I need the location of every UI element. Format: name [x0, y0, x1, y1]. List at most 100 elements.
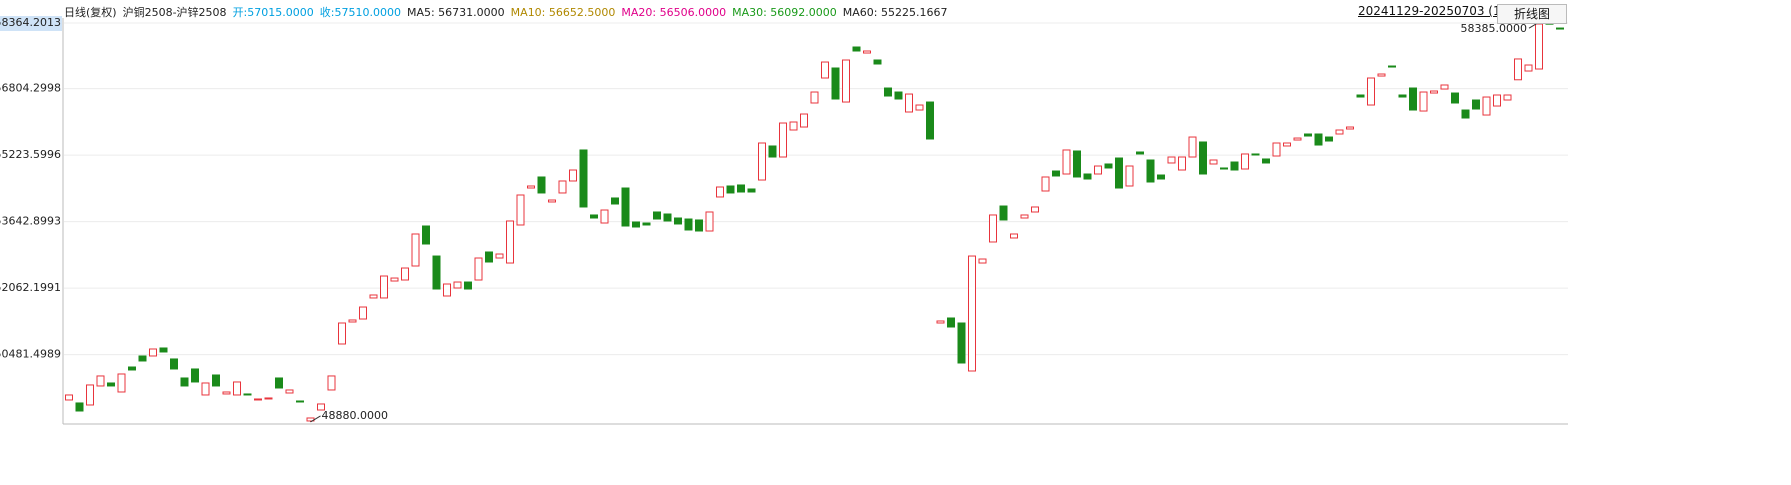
candle-body [275, 377, 283, 389]
candle-body [96, 375, 105, 387]
candle-body [1220, 167, 1228, 170]
candle-body [1272, 142, 1281, 157]
candle-body [1062, 149, 1071, 175]
candle-body [695, 219, 703, 232]
candle-body [1136, 151, 1144, 155]
header-item: MA5: 56731.0000 [406, 6, 505, 19]
candle-body [1304, 133, 1312, 137]
candle-body [968, 255, 976, 372]
candle-body [296, 400, 304, 403]
candle-body [674, 217, 682, 225]
candle-body [212, 374, 220, 387]
header-item: MA10: 56652.5000 [510, 6, 616, 19]
candle-body [107, 382, 115, 387]
candle-body [726, 185, 735, 194]
candle-body [863, 50, 871, 54]
candle-body [1335, 129, 1344, 135]
candle-body [233, 381, 241, 396]
header-item: MA20: 56506.0000 [621, 6, 727, 19]
candle-body [1503, 94, 1512, 101]
candle-body [1157, 174, 1165, 180]
candle-body [1461, 109, 1470, 119]
candle-body [947, 317, 955, 328]
candle-body [590, 214, 598, 219]
low-leader [310, 415, 321, 423]
candle-body [1010, 233, 1018, 239]
header-item: 沪铜2508-沪锌2508 [122, 6, 227, 19]
candle-body [1251, 153, 1260, 156]
candle-body [1094, 165, 1102, 175]
header: 日线(复权) 沪铜2508-沪锌2508 开:57015.0000 收:57510.0… [64, 5, 947, 21]
candle-body [852, 46, 861, 52]
candle-body [75, 402, 84, 412]
candle-body [831, 67, 840, 100]
candle-body [642, 222, 651, 226]
candle-body [873, 59, 882, 65]
candle-body [86, 384, 94, 406]
high-label: 58385.0000 [1461, 22, 1527, 35]
candle-body [1178, 156, 1186, 171]
candle-body [65, 394, 73, 401]
candle-body [978, 258, 987, 264]
candle-body [474, 257, 483, 281]
candle-body [369, 294, 378, 299]
candle-body [170, 358, 178, 370]
candle-body [537, 176, 546, 194]
candle-body [1514, 58, 1522, 81]
candle-body [453, 281, 462, 289]
candle-body [915, 104, 924, 111]
candle-body [621, 187, 630, 227]
candle-body [516, 194, 525, 226]
candle-body [821, 61, 829, 79]
y-tick-label: 58364.2013 [0, 16, 61, 29]
candle-body [1430, 90, 1438, 94]
candle-body [1493, 94, 1501, 107]
line-chart-button[interactable]: 折线图 [1497, 4, 1567, 24]
candle-body [789, 121, 798, 131]
header-item: 日线(复权) [64, 6, 117, 19]
y-tick-label: 53642.8993 [0, 215, 61, 228]
candle-body [1083, 173, 1092, 180]
candle-body [285, 389, 294, 394]
candle-body [1052, 170, 1060, 177]
candle-body [1556, 27, 1564, 30]
candle-body [684, 218, 693, 231]
candle-body [443, 283, 451, 297]
candle-body [380, 275, 388, 299]
candle-body [632, 221, 640, 228]
candle-body [1409, 87, 1417, 111]
candle-body [1524, 64, 1533, 72]
candle-body [348, 319, 357, 323]
candle-body [1293, 137, 1302, 141]
candle-body [1346, 126, 1354, 130]
candle-body [411, 233, 420, 267]
candle-body [527, 185, 535, 189]
candle-body [894, 91, 903, 100]
candle-body [1535, 23, 1543, 70]
y-tick-label: 56804.2998 [0, 82, 61, 95]
candle-body [926, 101, 934, 140]
candle-body [117, 373, 126, 393]
candle-body [254, 398, 262, 401]
candle-body [1451, 92, 1459, 104]
candle-body [422, 225, 430, 245]
header-item: MA60: 55225.1667 [842, 6, 948, 19]
candle-body [747, 188, 756, 193]
candle-body [1482, 96, 1491, 116]
candle-body [579, 149, 588, 208]
date-range[interactable]: 20241129-20250703 (143) [1358, 4, 1521, 18]
candle-body [401, 267, 409, 281]
candle-body [737, 184, 745, 193]
header-item: 收:57510.0000 [319, 6, 401, 19]
candle-body [1188, 136, 1197, 158]
candle-body [191, 368, 199, 383]
y-tick-label: 55223.5996 [0, 148, 61, 161]
candle-body [611, 197, 619, 205]
candle-body [338, 322, 346, 345]
candle-body [359, 306, 367, 320]
candle-body [464, 281, 472, 290]
candle-body [1314, 133, 1323, 146]
axis-highlight [0, 16, 62, 31]
candle-body [317, 403, 325, 411]
